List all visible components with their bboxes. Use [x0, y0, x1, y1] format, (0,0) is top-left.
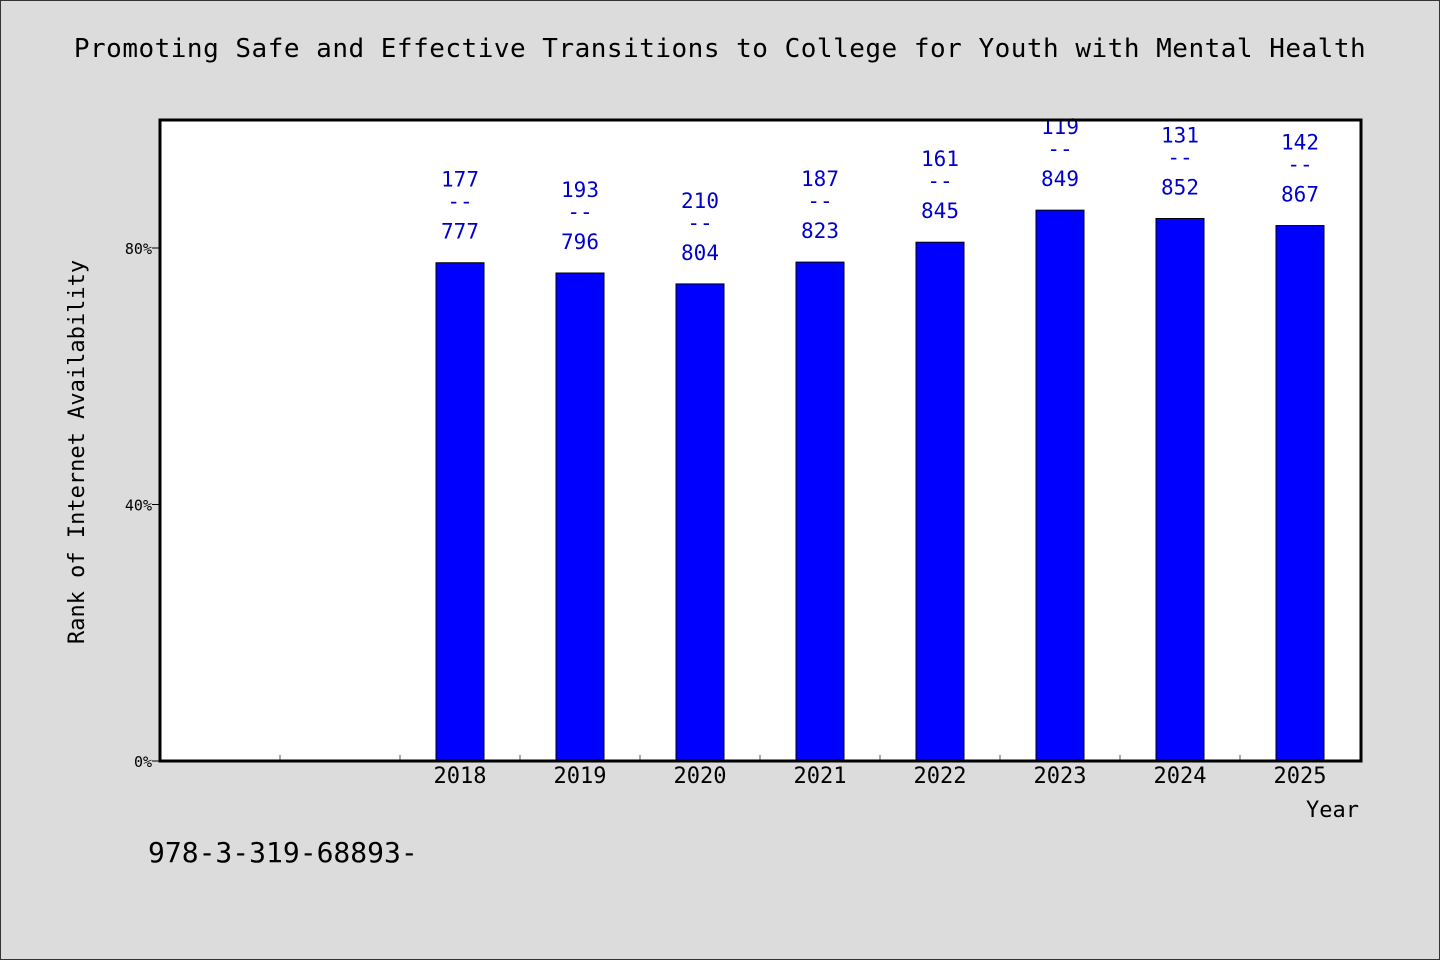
x-tick-label-2025: 2025: [1274, 764, 1327, 789]
bar-label-bottom-2024: 852: [1161, 176, 1199, 200]
bar-label-sep-2020: --: [687, 211, 712, 235]
footer-code: 978-3-319-68893-: [148, 836, 418, 869]
y-ticks-group: 0% 40% 80%: [125, 240, 160, 771]
y-axis-label: Rank of Internet Availability: [65, 260, 90, 644]
bar-labels-group: 177--777193--796210--804187--823161--845…: [441, 115, 1319, 265]
bar-label-bottom-2025: 867: [1281, 183, 1319, 207]
x-tick-label-2024: 2024: [1154, 764, 1207, 789]
bar-label-bottom-2018: 777: [441, 220, 479, 244]
bar-label-sep-2024: --: [1167, 146, 1192, 170]
bar-2018: [435, 262, 485, 762]
chart-title: Promoting Safe and Effective Transitions…: [73, 34, 1367, 64]
bar-2019: [555, 272, 605, 762]
bar-label-bottom-2020: 804: [681, 241, 719, 265]
bars-group: [435, 209, 1325, 762]
bar-label-sep-2022: --: [927, 169, 952, 193]
bar-label-top-2020: 210: [681, 189, 719, 213]
plot-border: [158, 118, 1363, 763]
bar-label-sep-2019: --: [567, 200, 592, 224]
x-tick-label-2021: 2021: [794, 764, 847, 789]
bar-label-sep-2023: --: [1047, 137, 1072, 161]
bar-label-top-2024: 131: [1161, 124, 1199, 148]
bar-label-sep-2025: --: [1287, 153, 1312, 177]
x-ticks-group: 2018 2019 2020 2021 2022 2023 2024 2025: [279, 755, 1327, 789]
x-tick-label-2019: 2019: [554, 764, 607, 789]
bar-2023: [1035, 209, 1085, 762]
bar-2024: [1155, 218, 1205, 762]
bar-label-top-2021: 187: [801, 167, 839, 191]
bar-2020: [675, 283, 725, 762]
bar-label-sep-2018: --: [447, 190, 472, 214]
bar-label-bottom-2023: 849: [1041, 167, 1079, 191]
y-tick-label: 0%: [134, 753, 152, 771]
bar-label-top-2025: 142: [1281, 131, 1319, 155]
bar-label-top-2022: 161: [921, 147, 959, 171]
bar-label-bottom-2019: 796: [561, 230, 599, 254]
bar-label-top-2018: 177: [441, 168, 479, 192]
bar-2025: [1275, 225, 1325, 762]
bar-2021: [795, 261, 845, 762]
bar-label-bottom-2022: 845: [921, 199, 959, 223]
x-tick-label-2023: 2023: [1034, 764, 1087, 789]
x-tick-label-2022: 2022: [914, 764, 967, 789]
bar-label-sep-2021: --: [807, 189, 832, 213]
x-axis-label: Year: [1306, 798, 1359, 823]
y-tick-label: 80%: [125, 240, 152, 258]
x-tick-label-2018: 2018: [434, 764, 487, 789]
bar-label-bottom-2021: 823: [801, 219, 839, 243]
bar-2022: [915, 241, 965, 762]
x-tick-label-2020: 2020: [674, 764, 727, 789]
bar-label-top-2019: 193: [561, 178, 599, 202]
y-tick-label: 40%: [125, 497, 152, 515]
